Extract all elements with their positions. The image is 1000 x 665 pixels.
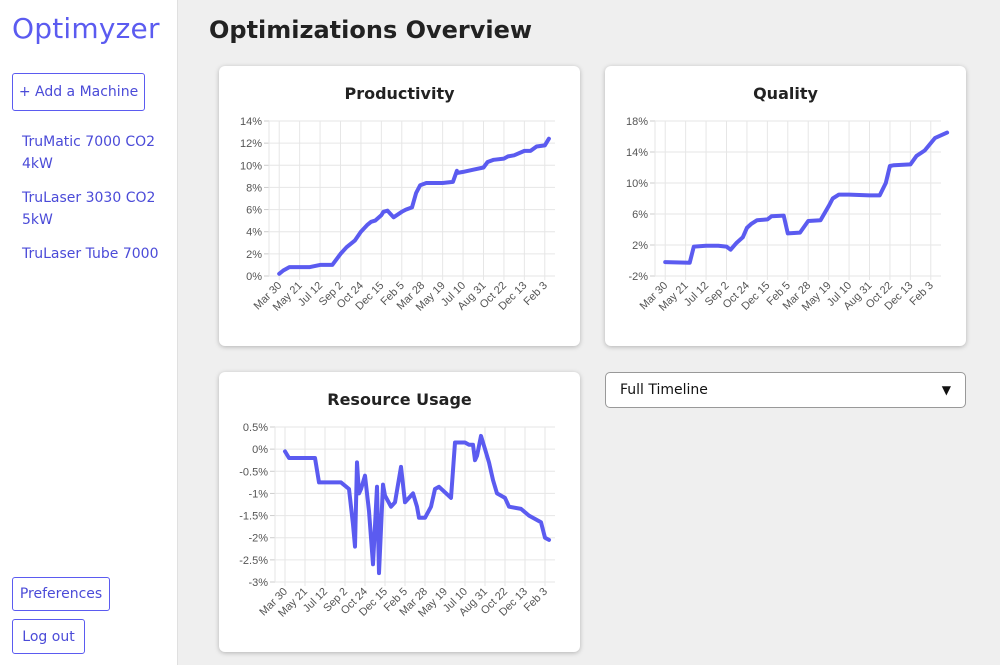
y-tick-label: 0.5% bbox=[243, 422, 268, 434]
y-tick-label: 18% bbox=[626, 116, 648, 128]
y-tick-label: -1% bbox=[248, 488, 268, 500]
sidebar-item-machine[interactable]: TruLaser Tube 7000 bbox=[22, 246, 159, 262]
y-tick-label: -1.5% bbox=[239, 511, 268, 523]
resource-usage-chart: 0.5%0%-0.5%-1%-1.5%-2%-2.5%-3%Mar 30May … bbox=[239, 422, 555, 620]
logout-button[interactable]: Log out bbox=[12, 619, 85, 654]
x-tick-label: Feb 3 bbox=[908, 280, 936, 308]
x-tick-label: Feb 3 bbox=[522, 280, 550, 308]
y-tick-label: 6% bbox=[246, 205, 262, 217]
y-tick-label: 0% bbox=[252, 444, 268, 456]
y-tick-label: 14% bbox=[626, 147, 648, 159]
y-tick-label: 4% bbox=[246, 227, 262, 239]
sidebar-item-machine[interactable]: TruLaser 3030 CO2 5kW bbox=[22, 190, 156, 228]
productivity-chart-card: Productivity 0% 2% 4% 6% 8% 10% 12% 14% Mar 30 Ma… bbox=[219, 66, 580, 346]
app-logo[interactable]: Optimyzer bbox=[12, 12, 160, 45]
y-tick-label: -3% bbox=[248, 577, 268, 589]
y-tick-label: 2% bbox=[632, 240, 648, 252]
y-tick-label: -0.5% bbox=[239, 466, 268, 478]
sidebar: Optimyzer + Add a Machine TruMatic 7000 … bbox=[0, 0, 178, 665]
quality-chart-card: Quality -2% 2% 6% 10% 14% 18% Mar 30 May 21 Jul … bbox=[605, 66, 966, 346]
preferences-button[interactable]: Preferences bbox=[12, 577, 110, 611]
y-tick-label: 12% bbox=[240, 138, 262, 150]
series-line bbox=[663, 130, 950, 265]
sidebar-item-machine[interactable]: TruMatic 7000 CO2 4kW bbox=[22, 134, 156, 172]
y-tick-label: 8% bbox=[246, 182, 262, 194]
y-tick-label: 10% bbox=[626, 178, 648, 190]
add-machine-button[interactable]: + Add a Machine bbox=[12, 73, 145, 111]
y-tick-label: -2% bbox=[248, 533, 268, 545]
chart-title: Resource Usage bbox=[327, 390, 472, 409]
timeline-select-value: Full Timeline bbox=[620, 382, 708, 398]
series-line bbox=[277, 136, 551, 276]
y-tick-label: 2% bbox=[246, 249, 262, 261]
resource-usage-chart-card: Resource Usage 0.5% 0% -0.5% -1% -1.5% -2% -2.… bbox=[219, 372, 580, 652]
series-line bbox=[283, 433, 551, 576]
y-tick-label: 6% bbox=[632, 209, 648, 221]
timeline-select[interactable]: Full Timeline ▼ bbox=[605, 372, 966, 408]
x-tick-label: Feb 3 bbox=[522, 586, 550, 614]
chart-title: Productivity bbox=[344, 84, 455, 103]
y-tick-label: -2% bbox=[628, 271, 648, 283]
y-tick-label: -2.5% bbox=[239, 555, 268, 567]
page-title: Optimizations Overview bbox=[209, 16, 533, 44]
y-tick-label: 0% bbox=[246, 271, 262, 283]
y-tick-label: 10% bbox=[240, 160, 262, 172]
chart-title: Quality bbox=[753, 84, 818, 103]
y-tick-label: 14% bbox=[240, 116, 262, 128]
chevron-down-icon: ▼ bbox=[941, 383, 951, 397]
